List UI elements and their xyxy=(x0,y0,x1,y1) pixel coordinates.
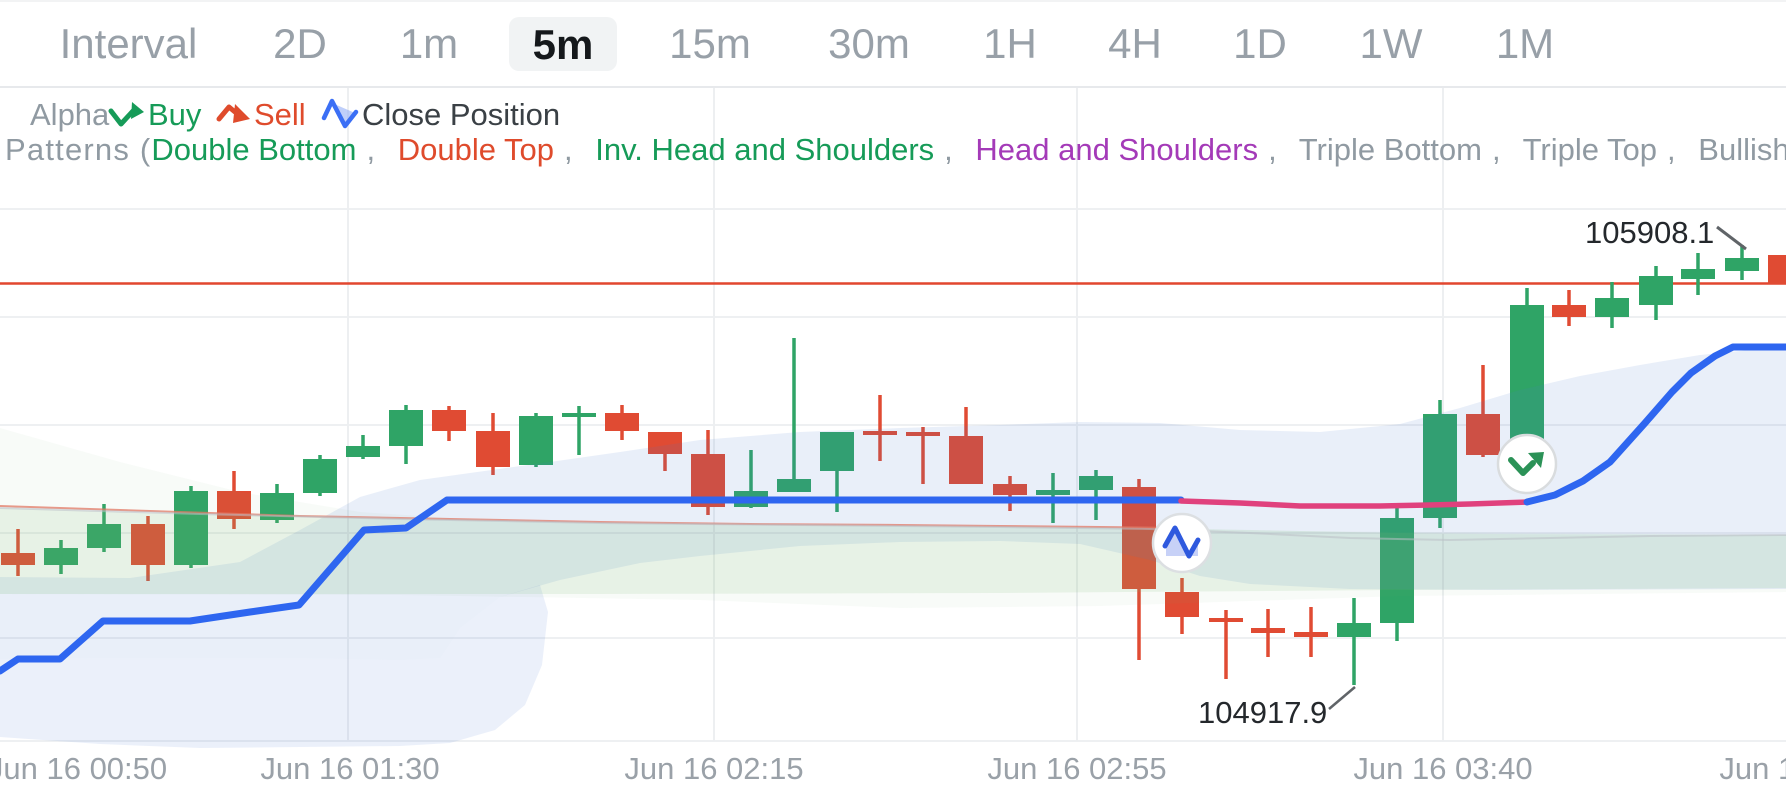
svg-text:Jun 16 00:50: Jun 16 00:50 xyxy=(0,751,167,786)
svg-text:Jun 16 02:15: Jun 16 02:15 xyxy=(624,751,803,786)
svg-text:1H: 1H xyxy=(983,20,1037,67)
svg-text:Jun 16 01:30: Jun 16 01:30 xyxy=(260,751,439,786)
svg-text:2D: 2D xyxy=(273,20,327,67)
svg-text:104917.9: 104917.9 xyxy=(1198,695,1327,730)
svg-text:Jun 16 02:55: Jun 16 02:55 xyxy=(987,751,1166,786)
svg-text:5m: 5m xyxy=(533,21,594,68)
svg-text:Interval: Interval xyxy=(60,20,198,67)
svg-text:15m: 15m xyxy=(669,20,751,67)
svg-text:Close Position: Close Position xyxy=(362,97,560,132)
svg-text:1m: 1m xyxy=(400,20,458,67)
svg-text:Jun 16 03:40: Jun 16 03:40 xyxy=(1353,751,1532,786)
svg-text:30m: 30m xyxy=(828,20,910,67)
svg-text:1W: 1W xyxy=(1360,20,1423,67)
svg-text:105908.1: 105908.1 xyxy=(1585,215,1714,250)
svg-text:Sell: Sell xyxy=(254,97,306,132)
svg-text:Jun 16 04:20: Jun 16 04:20 xyxy=(1719,751,1786,786)
svg-text:4H: 4H xyxy=(1108,20,1162,67)
svg-text:Buy: Buy xyxy=(148,97,202,132)
svg-text:Alpha: Alpha xyxy=(30,97,110,132)
svg-text:Patterns (Double Bottom, Doubl: Patterns (Double Bottom, Double Top, Inv… xyxy=(5,132,1786,167)
svg-text:1D: 1D xyxy=(1233,20,1287,67)
svg-text:1M: 1M xyxy=(1496,20,1554,67)
